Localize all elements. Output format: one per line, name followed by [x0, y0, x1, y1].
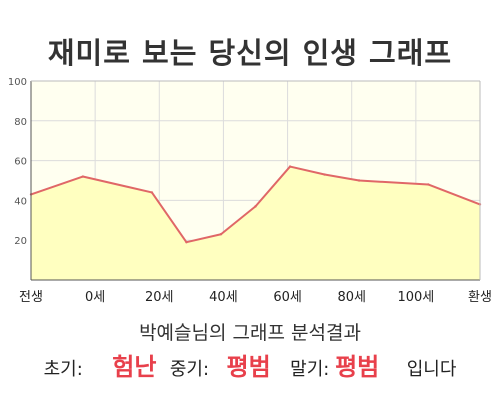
- y-tick-label: 20: [14, 236, 27, 247]
- data-point: [254, 205, 257, 208]
- x-tick-label: 환생: [468, 290, 492, 305]
- data-point: [81, 175, 85, 178]
- early-value: 험난: [112, 353, 157, 381]
- y-tick-label: 80: [14, 117, 27, 128]
- late-label: 말기:: [290, 359, 330, 380]
- data-point: [288, 165, 292, 168]
- x-tick-label: 100세: [397, 290, 434, 305]
- x-tick-label: 20세: [145, 290, 174, 305]
- suffix: 입니다: [406, 359, 457, 380]
- chart-title: 재미로 보는 당신의 인생 그래프: [47, 36, 453, 70]
- analysis-result: 초기: 험난 중기: 평범 말기: 평범 입니다: [0, 347, 500, 382]
- data-point: [323, 173, 326, 176]
- y-tick-label: 100: [8, 77, 27, 88]
- mid-label: 중기:: [169, 359, 210, 380]
- data-point: [357, 179, 361, 182]
- series-area: [31, 166, 480, 280]
- mid-value: 평범: [226, 353, 271, 381]
- x-tick-label: 전생: [19, 290, 43, 305]
- data-point: [219, 233, 223, 236]
- y-tick-label: 40: [14, 196, 27, 207]
- data-point: [426, 183, 430, 186]
- y-tick-label: 60: [14, 157, 27, 168]
- x-tick-label: 80세: [337, 290, 366, 305]
- x-tick-label: 40세: [209, 290, 238, 305]
- data-point: [185, 240, 188, 244]
- early-label: 초기:: [43, 359, 83, 380]
- late-value: 평범: [335, 353, 380, 381]
- analysis-summary: 박예슬님의 그래프 분석결과: [139, 322, 361, 344]
- data-point: [150, 191, 154, 194]
- x-tick-label: 0세: [85, 290, 105, 305]
- x-tick-label: 60세: [273, 290, 302, 305]
